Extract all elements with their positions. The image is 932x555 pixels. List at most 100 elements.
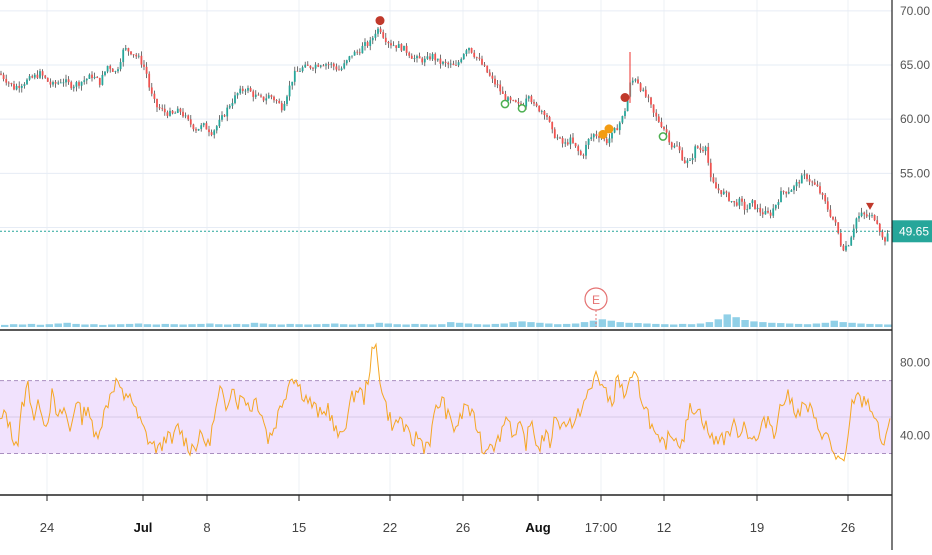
volume-bar xyxy=(438,324,446,327)
price-tick-label: 55.00 xyxy=(900,166,930,180)
candle-body xyxy=(806,174,808,180)
candle-body xyxy=(681,150,684,161)
candle-body xyxy=(49,81,52,85)
candle-body xyxy=(683,160,686,164)
buy-signal-marker[interactable] xyxy=(517,103,527,113)
x-axis-label: Jul xyxy=(134,520,153,535)
candle-body xyxy=(488,72,491,76)
candle-body xyxy=(221,115,223,120)
volume-bar xyxy=(357,323,366,327)
candle-body xyxy=(819,186,821,194)
rsi-pane[interactable]: 80.00 40.00 xyxy=(0,342,930,496)
candle-body xyxy=(41,71,44,76)
sell-signal-marker[interactable] xyxy=(375,16,385,26)
sell-signal-marker[interactable] xyxy=(620,93,630,102)
candle-body xyxy=(881,231,884,238)
candle-body xyxy=(886,233,889,242)
candle-body xyxy=(208,129,210,133)
candle-body xyxy=(852,228,855,238)
candle-body xyxy=(262,96,265,101)
candle-body xyxy=(793,186,795,191)
candle-body xyxy=(460,59,463,63)
candle-body xyxy=(795,182,798,187)
candle-body xyxy=(735,202,738,206)
volume-bar xyxy=(884,324,892,327)
candle-body xyxy=(598,136,600,138)
candle-body xyxy=(878,223,881,232)
candle-body xyxy=(572,137,574,143)
candle-body xyxy=(369,40,372,46)
volume-bar xyxy=(830,320,838,327)
candle-body xyxy=(738,198,741,206)
sell-triangle-marker[interactable] xyxy=(866,202,874,210)
candle-body xyxy=(197,128,200,131)
candle-body xyxy=(486,65,489,73)
candle-body xyxy=(722,191,725,195)
volume-bar xyxy=(384,323,392,327)
candle-body xyxy=(574,142,577,147)
volume-bar xyxy=(304,324,312,327)
candle-body xyxy=(15,85,18,90)
candle-body xyxy=(182,111,184,117)
price-tick-label: 60.00 xyxy=(900,112,930,126)
candle-body xyxy=(527,96,530,99)
volume-bar xyxy=(607,320,615,327)
volume-bar xyxy=(241,324,250,327)
candle-body xyxy=(0,73,2,75)
candle-body xyxy=(436,58,439,61)
candle-body xyxy=(28,76,31,80)
price-tick-label: 70.00 xyxy=(900,4,930,18)
candle-body xyxy=(813,182,816,185)
volume-bar xyxy=(741,320,749,327)
buy-signal-marker[interactable] xyxy=(500,99,510,109)
buy-signal-marker[interactable] xyxy=(658,132,668,141)
candle-body xyxy=(288,85,291,97)
candle-body xyxy=(273,96,275,101)
volume-bar xyxy=(848,322,856,327)
candle-body xyxy=(865,214,868,217)
candle-body xyxy=(119,62,122,70)
earnings-marker-label: E xyxy=(592,293,600,307)
sell-signal-marker[interactable] xyxy=(598,129,608,139)
candle-body xyxy=(163,108,166,113)
volume-bar xyxy=(554,324,562,327)
candle-body xyxy=(343,63,346,69)
candle-body xyxy=(592,134,595,138)
candle-body xyxy=(2,74,5,79)
volume-bar xyxy=(589,320,598,327)
volume-bar xyxy=(705,322,714,327)
candle-body xyxy=(366,42,369,46)
candle-body xyxy=(296,70,299,72)
candle-body xyxy=(410,55,413,59)
candle-body xyxy=(13,84,15,90)
rsi-tick-label: 40.00 xyxy=(900,428,930,442)
x-axis: 24 Jul 8 15 22 26 Aug 17:00 12 19 26 xyxy=(40,495,855,535)
candle-body xyxy=(590,137,593,139)
candle-body xyxy=(741,198,743,202)
candle-body xyxy=(564,142,567,144)
volume-bar xyxy=(63,322,71,327)
volume-bar xyxy=(108,324,116,327)
candle-body xyxy=(293,70,296,82)
candle-body xyxy=(798,182,801,184)
candle-body xyxy=(782,191,785,192)
volume-bar xyxy=(580,322,589,327)
candle-body xyxy=(54,82,57,84)
candle-body xyxy=(104,71,106,75)
candle-body xyxy=(847,245,850,247)
candle-body xyxy=(559,137,561,139)
candle-body xyxy=(507,97,509,102)
candle-body xyxy=(725,191,728,193)
candle-body xyxy=(280,103,283,111)
candle-body xyxy=(829,209,832,217)
sell-signal-marker[interactable] xyxy=(604,124,614,134)
candle-body xyxy=(834,219,837,223)
candle-body xyxy=(538,105,541,112)
candle-body xyxy=(512,100,515,101)
candle-body xyxy=(429,56,431,60)
candle-body xyxy=(483,64,486,66)
candle-body xyxy=(83,80,86,82)
candle-body xyxy=(317,64,320,67)
